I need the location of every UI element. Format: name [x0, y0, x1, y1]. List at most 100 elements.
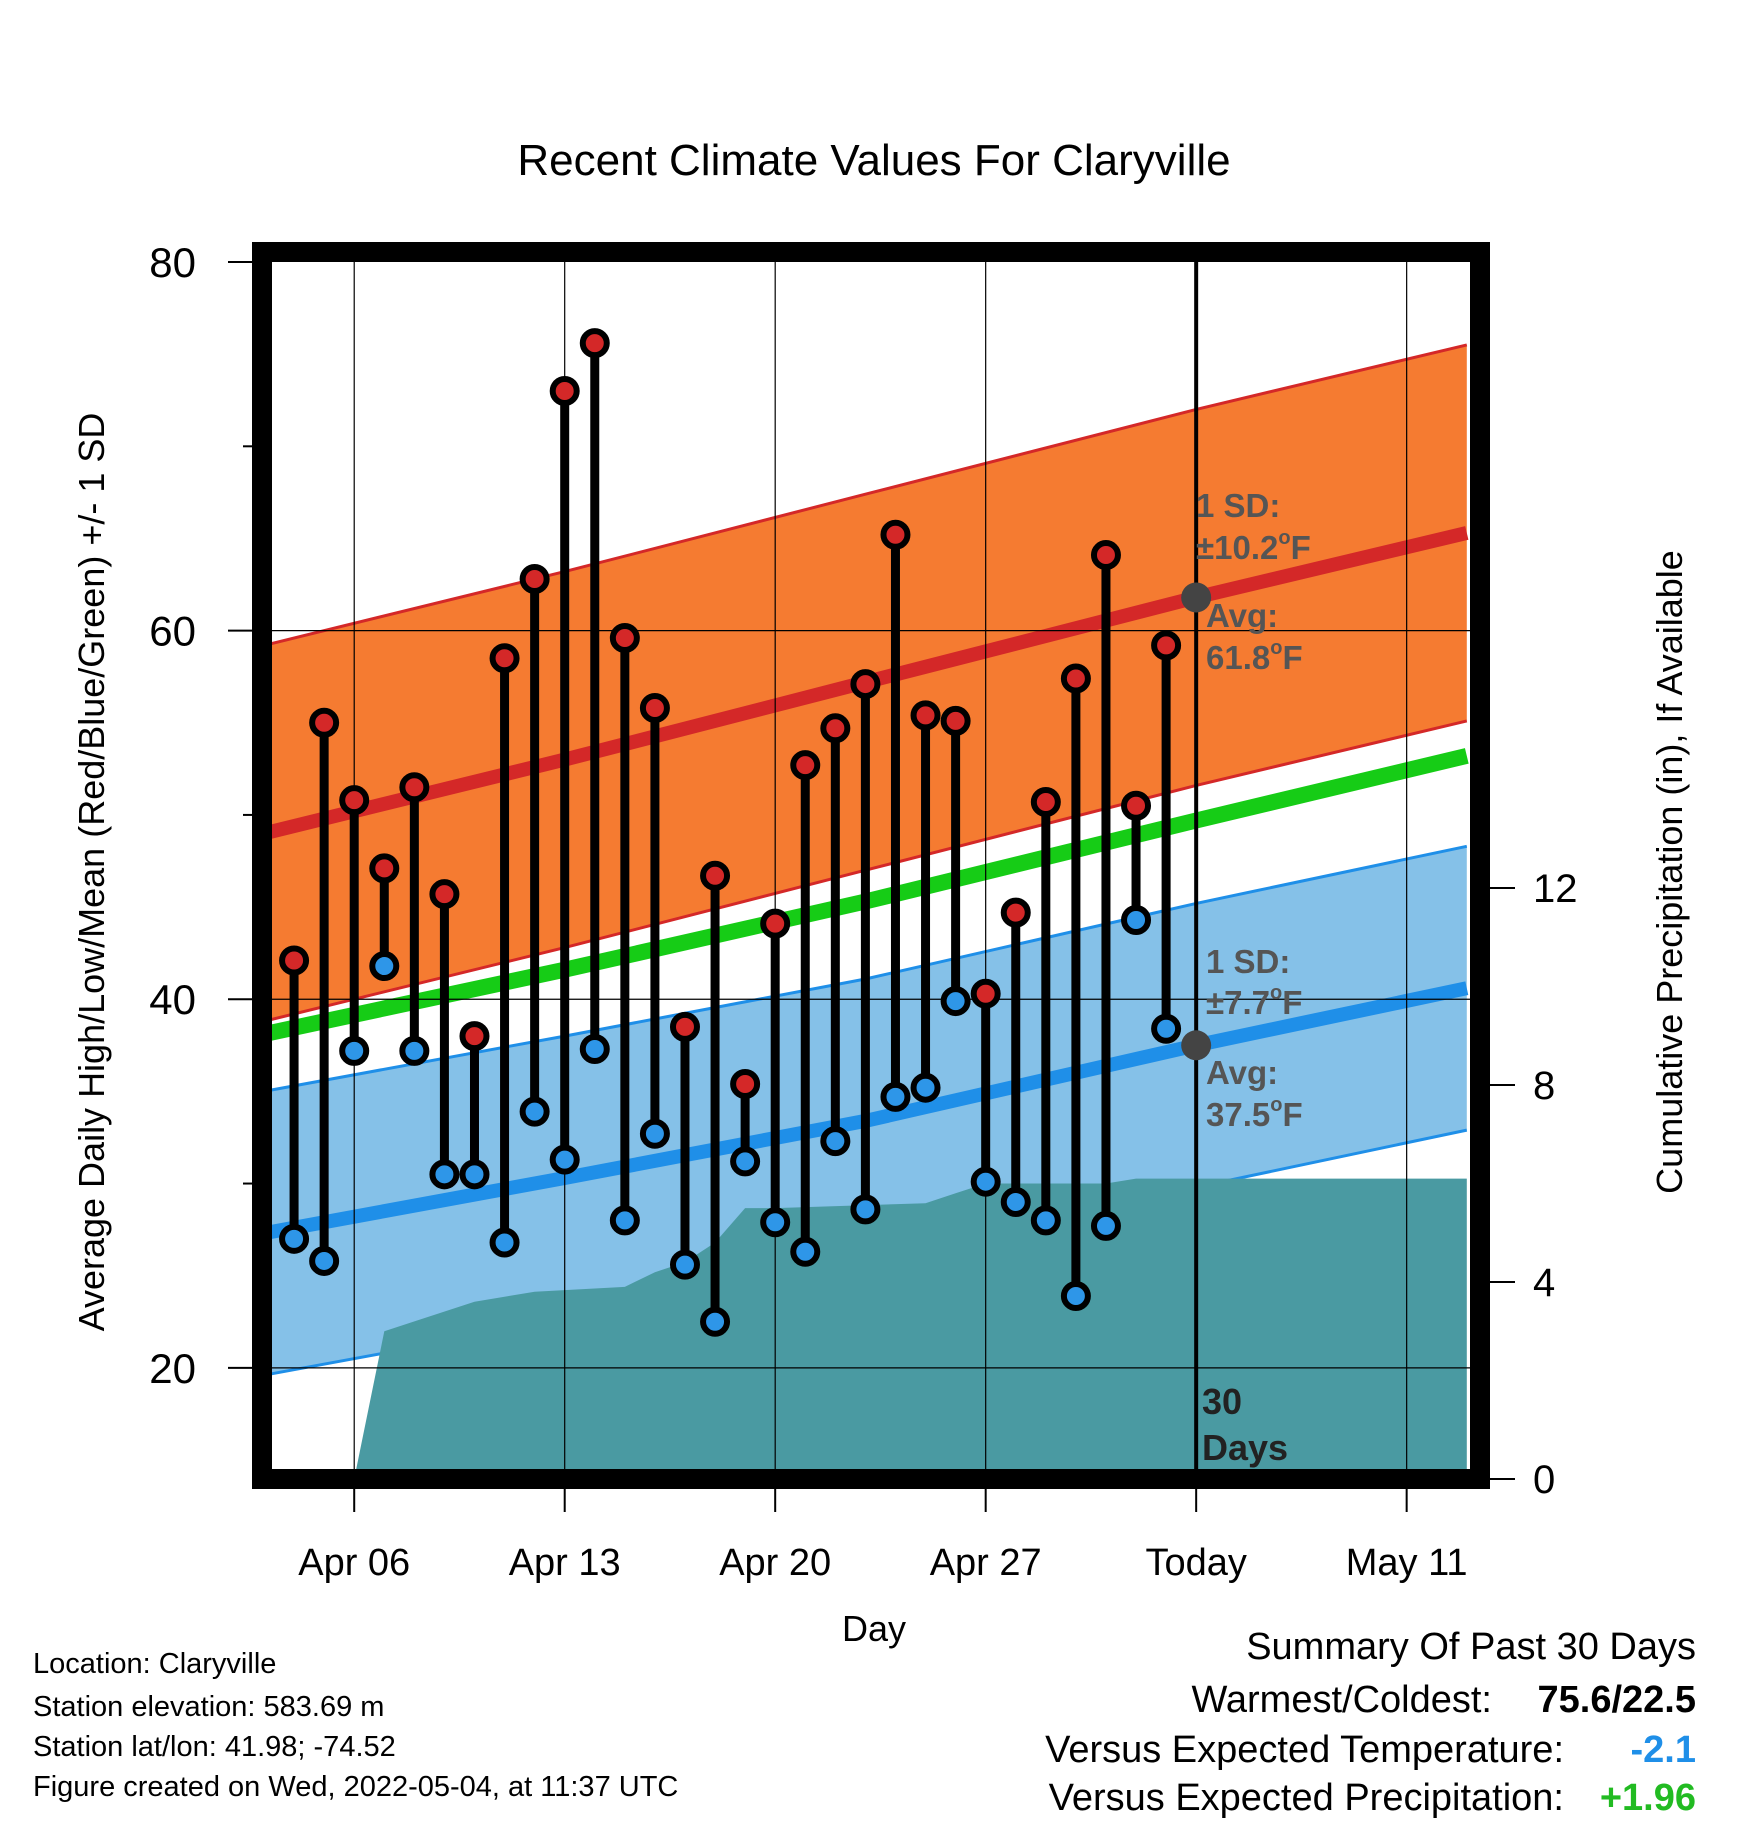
observed-low-point	[609, 1205, 640, 1236]
footer-location: Location: Claryville	[33, 1648, 276, 1680]
observed-high-point	[639, 693, 670, 724]
low-sd-value: ±7.7oF	[1206, 982, 1302, 1021]
footer-elevation: Station elevation: 583.69 m	[33, 1691, 384, 1723]
precipitation-area	[324, 1178, 1467, 1479]
observed-high-point	[669, 1011, 700, 1042]
observed-low-point	[790, 1236, 821, 1267]
observed-high-point	[1151, 630, 1182, 661]
observed-high-point	[309, 707, 340, 738]
station-info: Location: Claryville Station elevation: …	[33, 1648, 678, 1803]
chart-title: Recent Climate Values For Claryville	[517, 136, 1230, 185]
observed-low-point	[1000, 1186, 1031, 1217]
observed-low-point	[1090, 1210, 1121, 1241]
observed-high-point	[1060, 663, 1091, 694]
plot-frame	[252, 242, 1490, 1489]
observed-high-point	[1030, 787, 1061, 818]
high-avg-value: 61.8oF	[1206, 637, 1303, 676]
observed-high-point	[549, 376, 580, 407]
high-avg-label: Avg:	[1206, 597, 1278, 634]
warm-cold-label: Warmest/Coldest:	[1191, 1679, 1492, 1721]
observed-high-point	[429, 879, 460, 910]
high-sd-value: ±10.2oF	[1196, 527, 1311, 566]
y2-axis-label: Cumulative Precipitation (in), If Availa…	[1649, 550, 1690, 1194]
high-annotations: 1 SD: ±10.2oF Avg: 61.8oF	[1196, 487, 1311, 676]
normal-high-band-upper-edge	[263, 343, 1468, 647]
observed-low-point	[970, 1166, 1001, 1197]
observed-high-point	[1000, 897, 1031, 928]
y2-tick-label: 12	[1533, 867, 1578, 911]
observed-high-point	[850, 669, 881, 700]
observed-low-point	[489, 1227, 520, 1258]
x-tick-label: May 11	[1346, 1542, 1468, 1584]
observed-low-point	[459, 1159, 490, 1190]
observed-low-point	[820, 1126, 851, 1157]
days-number: 30	[1202, 1381, 1242, 1422]
observed-high-point	[579, 328, 610, 359]
observed-low-point	[910, 1072, 941, 1103]
temp-anomaly-value: -2.1	[1631, 1729, 1696, 1771]
observed-low-point	[639, 1118, 670, 1149]
summary-heading: Summary Of Past 30 Days	[1246, 1626, 1696, 1668]
observed-high-point	[910, 700, 941, 731]
observed-high-point	[489, 643, 520, 674]
observed-low-point	[579, 1033, 610, 1064]
observed-low-point	[1030, 1205, 1061, 1236]
observed-low-point	[519, 1096, 550, 1127]
observed-high-point	[700, 860, 731, 891]
observed-high-point	[940, 705, 971, 736]
high-sd-label: 1 SD:	[1196, 487, 1280, 524]
observed-high-point	[279, 945, 310, 976]
observed-high-point	[730, 1069, 761, 1100]
observed-high-point	[369, 853, 400, 884]
observed-high-point	[609, 622, 640, 653]
observed-low-point	[549, 1144, 580, 1175]
footer-latlon: Station lat/lon: 41.98; -74.52	[33, 1731, 396, 1763]
y-tick-label: 20	[149, 1345, 196, 1392]
days-word: Days	[1202, 1427, 1288, 1468]
observed-low-point	[279, 1223, 310, 1254]
low-avg-label: Avg:	[1206, 1054, 1278, 1091]
precip-anomaly-value: +1.96	[1600, 1777, 1696, 1819]
observed-high-point	[1090, 540, 1121, 571]
y2-tick-label: 4	[1533, 1261, 1555, 1305]
observed-high-point	[459, 1021, 490, 1052]
y-tick-label: 80	[149, 239, 196, 286]
low-avg-value: 37.5oF	[1206, 1094, 1303, 1133]
precip-anomaly-label: Versus Expected Precipitation:	[1049, 1777, 1564, 1819]
y-tick-label: 40	[149, 976, 196, 1023]
observed-low-point	[760, 1207, 791, 1238]
observed-low-point	[669, 1249, 700, 1280]
observed-high-point	[339, 785, 370, 816]
observed-low-point	[1151, 1013, 1182, 1044]
observed-low-point	[399, 1035, 430, 1066]
observed-low-point	[730, 1146, 761, 1177]
y2-tick-label: 0	[1533, 1458, 1555, 1502]
observed-low-point	[429, 1159, 460, 1190]
observed-high-point	[820, 713, 851, 744]
observed-low-point	[940, 986, 971, 1017]
x-axis-label: Day	[842, 1608, 906, 1649]
low-sd-label: 1 SD:	[1206, 943, 1290, 980]
summary-panel: Summary Of Past 30 Days Warmest/Coldest:…	[1045, 1626, 1696, 1819]
observed-low-point	[700, 1306, 731, 1337]
x-tick-label: Apr 06	[298, 1542, 410, 1584]
footer-created: Figure created on Wed, 2022-05-04, at 11…	[33, 1771, 678, 1803]
x-tick-label: Today	[1145, 1542, 1246, 1584]
x-tick-label: Apr 20	[719, 1542, 831, 1584]
x-tick-label: Apr 13	[509, 1542, 621, 1584]
observed-low-point	[1060, 1280, 1091, 1311]
today-low-avg-marker	[1181, 1030, 1212, 1061]
observed-low-point	[309, 1245, 340, 1276]
plot-area: 20 40 60 80 0 4 8 12 Apr 06 Apr 13 Apr 20 Apr 27 Tod…	[149, 239, 1577, 1584]
low-annotations: 1 SD: ±7.7oF Avg: 37.5oF	[1206, 943, 1303, 1133]
observed-high-point	[399, 772, 430, 803]
y-axis-label: Average Daily High/Low/Mean (Red/Blue/Gr…	[71, 413, 112, 1332]
temp-anomaly-label: Versus Expected Temperature:	[1045, 1729, 1564, 1771]
observed-low-point	[850, 1194, 881, 1225]
observed-low-point	[369, 951, 400, 982]
observed-high-point	[1121, 790, 1152, 821]
observed-low-point	[880, 1081, 911, 1112]
observed-low-point	[1121, 904, 1152, 935]
observed-high-point	[760, 908, 791, 939]
